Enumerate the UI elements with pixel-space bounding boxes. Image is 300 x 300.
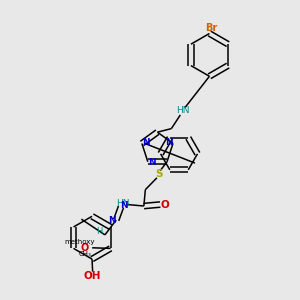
- Text: N: N: [108, 216, 116, 225]
- Text: methoxy: methoxy: [64, 239, 94, 245]
- Text: S: S: [155, 169, 163, 179]
- Text: N: N: [142, 138, 150, 147]
- Text: CH₃: CH₃: [79, 251, 92, 257]
- Text: Br: Br: [205, 23, 217, 33]
- Text: O: O: [160, 200, 169, 209]
- Text: HN: HN: [116, 200, 129, 208]
- Text: N: N: [120, 201, 128, 210]
- Text: H: H: [96, 227, 103, 236]
- Text: N: N: [148, 158, 155, 167]
- Text: O: O: [80, 243, 88, 253]
- Text: HN: HN: [176, 106, 189, 115]
- Text: OH: OH: [84, 271, 101, 281]
- Text: N: N: [165, 138, 172, 147]
